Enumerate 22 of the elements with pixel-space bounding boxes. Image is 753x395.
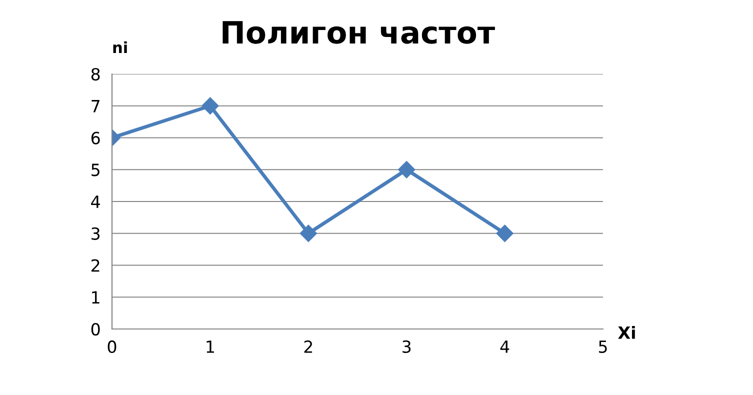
x-tick-label: 0 <box>108 340 116 354</box>
x-axis-title: Xi <box>618 326 635 339</box>
x-tick-label: 2 <box>304 340 312 353</box>
y-tick-label: 5 <box>92 164 100 176</box>
x-tick-label: 1 <box>206 340 214 353</box>
y-tick-label: 4 <box>91 196 100 208</box>
point <box>300 224 317 242</box>
point <box>202 97 219 114</box>
x-tick-label: 5 <box>598 340 607 354</box>
point <box>398 161 416 178</box>
y-axis-title: ni <box>113 41 127 53</box>
chart-title: Полигон частот <box>222 21 495 44</box>
x-tick-label: 4 <box>500 340 510 353</box>
y-tick-label: 8 <box>91 68 100 81</box>
y-tick-label: 2 <box>92 259 100 272</box>
y-tick-label: 7 <box>92 100 100 112</box>
y-tick-label: 3 <box>92 227 100 240</box>
y-tick-label: 0 <box>91 322 100 336</box>
x-tick-label: 3 <box>402 340 411 354</box>
y-tick-label: 1 <box>92 291 100 304</box>
point <box>496 224 514 242</box>
y-tick-label: 6 <box>91 132 100 144</box>
